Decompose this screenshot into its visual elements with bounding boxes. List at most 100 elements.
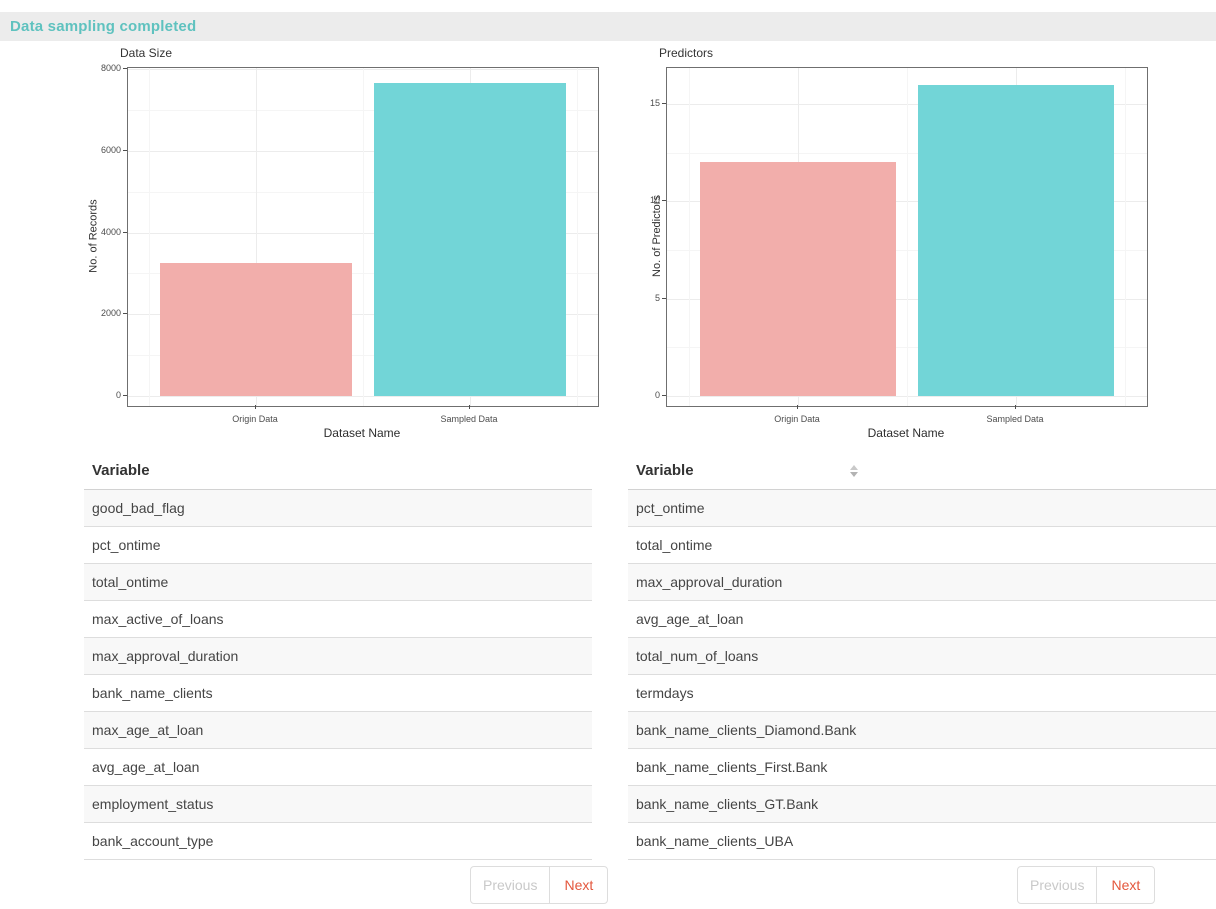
gridline-vertical-minor [1125, 68, 1126, 406]
x-tick-label: Sampled Data [970, 414, 1060, 424]
table-body: good_bad_flagpct_ontimetotal_ontimemax_a… [84, 490, 592, 860]
table-row: bank_name_clients [84, 675, 592, 712]
y-tick-label: 0 [85, 390, 121, 400]
table-row: max_active_of_loans [84, 601, 592, 638]
notification-text: Data sampling completed [10, 18, 196, 35]
y-tick-label: 0 [624, 390, 660, 400]
y-tick-mark [662, 200, 666, 201]
table-row: good_bad_flag [84, 490, 592, 527]
y-tick-mark [662, 395, 666, 396]
table-row: termdays [628, 675, 1216, 712]
column-header-label: Variable [92, 462, 150, 479]
table-row: bank_name_clients_GT.Bank [628, 786, 1216, 823]
variable-cell: total_ontime [84, 564, 592, 601]
app-page: Data sampling completed Data Size No. of … [0, 0, 1216, 909]
pagination-origin-table: Previous Next [470, 866, 608, 904]
variable-cell: bank_name_clients_GT.Bank [628, 786, 1216, 823]
table-row: max_approval_duration [628, 564, 1216, 601]
variable-cell: bank_name_clients_UBA [628, 823, 1216, 860]
table-header-row: Variable [84, 452, 592, 490]
y-tick-label: 2000 [85, 308, 121, 318]
variable-cell: max_approval_duration [84, 638, 592, 675]
x-tick-label: Sampled Data [424, 414, 514, 424]
table-body: pct_ontimetotal_ontimemax_approval_durat… [628, 490, 1216, 860]
chart-title: Data Size [120, 46, 172, 60]
y-axis-label-text: No. of Predictors [651, 195, 663, 277]
table-row: bank_name_clients_First.Bank [628, 749, 1216, 786]
y-tick-label: 4000 [85, 227, 121, 237]
column-header-variable[interactable]: Variable [628, 452, 1216, 490]
bar-sampled-data [374, 83, 566, 396]
bar-origin-data [160, 263, 352, 396]
y-tick-label: 5 [624, 293, 660, 303]
sort-both-icon [850, 465, 858, 477]
table-row: avg_age_at_loan [84, 749, 592, 786]
bar-origin-data [700, 162, 896, 396]
x-axis-label: Dataset Name [666, 426, 1146, 440]
sort-asc-icon [850, 465, 858, 470]
column-header-label: Variable [636, 462, 694, 479]
variable-cell: bank_account_type [84, 823, 592, 860]
variable-cell: avg_age_at_loan [84, 749, 592, 786]
table-row: employment_status [84, 786, 592, 823]
y-tick-label: 6000 [85, 145, 121, 155]
plot-area [666, 67, 1148, 407]
notification-banner: Data sampling completed [0, 12, 1216, 41]
y-tick-label: 15 [624, 98, 660, 108]
bar-sampled-data [918, 85, 1114, 396]
variable-table-origin: Variable good_bad_flagpct_ontimetotal_on… [84, 452, 592, 860]
y-tick-mark [123, 150, 127, 151]
x-axis-label: Dataset Name [127, 426, 597, 440]
variable-cell: max_approval_duration [628, 564, 1216, 601]
variable-cell: bank_name_clients_First.Bank [628, 749, 1216, 786]
variable-cell: pct_ontime [628, 490, 1216, 527]
variable-cell: bank_name_clients [84, 675, 592, 712]
table-header-row: Variable [628, 452, 1216, 490]
chart-title: Predictors [659, 46, 713, 60]
next-button[interactable]: Next [1096, 867, 1154, 903]
variable-cell: max_age_at_loan [84, 712, 592, 749]
table-row: total_ontime [84, 564, 592, 601]
variable-cell: total_ontime [628, 527, 1216, 564]
y-tick-mark [123, 68, 127, 69]
table-row: bank_name_clients_Diamond.Bank [628, 712, 1216, 749]
sort-desc-icon [850, 472, 858, 477]
gridline-vertical-minor [907, 68, 908, 406]
variable-cell: termdays [628, 675, 1216, 712]
y-tick-mark [123, 232, 127, 233]
x-tick-label: Origin Data [210, 414, 300, 424]
variable-cell: employment_status [84, 786, 592, 823]
plot-area [127, 67, 599, 407]
table-row: total_ontime [628, 527, 1216, 564]
x-tick-mark [469, 405, 470, 409]
previous-button[interactable]: Previous [1018, 867, 1096, 903]
variable-table-sampled: Variable pct_ontimetotal_ontimemax_appro… [628, 452, 1216, 860]
x-tick-mark [797, 405, 798, 409]
x-tick-label: Origin Data [752, 414, 842, 424]
previous-button[interactable]: Previous [471, 867, 549, 903]
table-row: pct_ontime [84, 527, 592, 564]
x-tick-mark [255, 405, 256, 409]
variable-cell: good_bad_flag [84, 490, 592, 527]
variable-cell: pct_ontime [84, 527, 592, 564]
chart-data-size: Data SizeNo. of Records02000400060008000… [85, 45, 597, 445]
pagination-sampled-table: Previous Next [1017, 866, 1155, 904]
table-row: avg_age_at_loan [628, 601, 1216, 638]
y-tick-label: 8000 [85, 63, 121, 73]
y-tick-mark [123, 395, 127, 396]
y-tick-mark [662, 103, 666, 104]
gridline-vertical-minor [689, 68, 690, 406]
gridline-vertical-minor [577, 68, 578, 406]
table-row: max_age_at_loan [84, 712, 592, 749]
y-axis-label: No. of Predictors [650, 67, 664, 405]
x-tick-mark [1015, 405, 1016, 409]
variable-cell: total_num_of_loans [628, 638, 1216, 675]
variable-cell: bank_name_clients_Diamond.Bank [628, 712, 1216, 749]
chart-predictors: PredictorsNo. of Predictors051015Origin … [648, 45, 1146, 445]
column-header-variable: Variable [84, 452, 592, 490]
table-row: total_num_of_loans [628, 638, 1216, 675]
table-row: pct_ontime [628, 490, 1216, 527]
table-row: bank_name_clients_UBA [628, 823, 1216, 860]
variable-cell: avg_age_at_loan [628, 601, 1216, 638]
next-button[interactable]: Next [549, 867, 607, 903]
